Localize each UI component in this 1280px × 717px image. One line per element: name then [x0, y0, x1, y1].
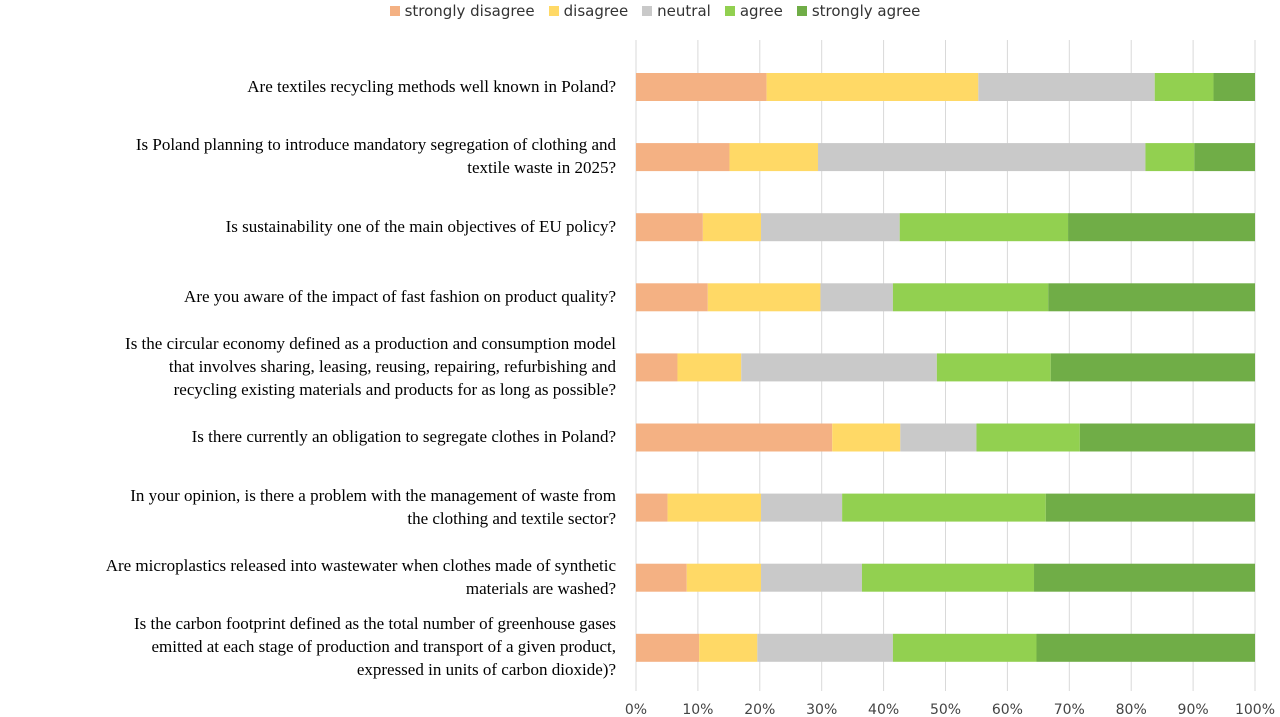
legend-item: agree — [724, 2, 783, 20]
category-label: Is the carbon footprint defined as the t… — [134, 614, 616, 680]
x-tick-label: 100% — [1235, 702, 1275, 717]
category-label: Are microplastics released into wastewat… — [105, 555, 616, 598]
bar-segment-strongly-agree — [1036, 633, 1255, 662]
legend-label: neutral — [657, 2, 711, 20]
bar-segment-strongly-disagree — [636, 143, 730, 172]
x-tick-label: 50% — [930, 702, 961, 717]
bar-segment-strongly-disagree — [636, 353, 678, 382]
category-label: Is there currently an obligation to segr… — [191, 427, 616, 446]
category-label: Is Poland planning to introduce mandator… — [135, 135, 616, 178]
legend-swatch — [642, 6, 653, 16]
x-tick-label: 70% — [1054, 702, 1085, 717]
bar-segment-strongly-disagree — [636, 493, 668, 522]
bar-segment-strongly-disagree — [636, 283, 708, 312]
bar-segment-strongly-agree — [1050, 353, 1255, 382]
bar-segment-neutral — [900, 423, 977, 452]
bar-segment-neutral — [978, 73, 1155, 101]
legend-label: strongly disagree — [404, 2, 535, 20]
x-tick-label: 30% — [806, 702, 837, 717]
legend-swatch — [724, 6, 735, 16]
bar-segment-strongly-agree — [1045, 493, 1255, 522]
legend-item: disagree — [548, 2, 629, 20]
bar-segment-neutral — [761, 213, 900, 242]
legend-item: neutral — [642, 2, 711, 20]
x-tick-label: 10% — [682, 702, 713, 717]
bar-segment-agree — [936, 353, 1051, 382]
legend-label: disagree — [563, 2, 629, 20]
legend-label: strongly agree — [811, 2, 921, 20]
bar-segment-strongly-disagree — [636, 423, 833, 452]
bar-segment-agree — [976, 423, 1080, 452]
bar-segment-agree — [1145, 143, 1195, 172]
x-tick-label: 0% — [625, 702, 647, 717]
bar-segment-strongly-disagree — [636, 633, 700, 662]
legend-swatch — [796, 6, 807, 16]
category-label: Is the circular economy defined as a pro… — [125, 333, 616, 399]
bar-segment-disagree — [677, 353, 742, 382]
bar-segment-strongly-disagree — [636, 73, 767, 101]
bar-segment-agree — [1154, 73, 1214, 101]
bar-segment-strongly-disagree — [636, 213, 703, 242]
x-tick-label: 60% — [992, 702, 1023, 717]
bar-segment-disagree — [667, 493, 762, 522]
bar-segment-neutral — [817, 143, 1146, 172]
bar-segment-neutral — [761, 493, 843, 522]
bar-segment-agree — [892, 283, 1049, 312]
bar-segment-neutral — [761, 563, 862, 592]
legend-swatch — [389, 6, 400, 16]
bar-segment-strongly-agree — [1194, 143, 1255, 172]
bar-segment-strongly-agree — [1048, 283, 1255, 312]
bar-segment-disagree — [699, 633, 758, 662]
category-label: Are textiles recycling methods well know… — [247, 76, 616, 96]
legend-item: strongly agree — [796, 2, 921, 20]
bar-segment-agree — [899, 213, 1069, 242]
bar-segment-disagree — [707, 283, 821, 312]
bar-segment-agree — [861, 563, 1035, 592]
category-label: Is sustainability one of the main object… — [225, 216, 616, 236]
category-label: In your opinion, is there a problem with… — [130, 485, 616, 528]
bar-segment-strongly-agree — [1068, 213, 1255, 242]
legend: strongly disagree disagree neutral agree str… — [0, 0, 1280, 22]
legend-label: agree — [739, 2, 783, 20]
legend-swatch — [548, 6, 559, 16]
x-tick-label: 80% — [1116, 702, 1147, 717]
bar-segment-strongly-agree — [1079, 423, 1255, 452]
bar-segment-neutral — [757, 633, 893, 662]
bar-segment-neutral — [820, 283, 893, 312]
legend-item: strongly disagree — [389, 2, 535, 20]
x-tick-label: 40% — [868, 702, 899, 717]
bar-segment-disagree — [729, 143, 818, 172]
bar-segment-neutral — [741, 353, 937, 382]
x-tick-label: 90% — [1178, 702, 1209, 717]
bar-segment-disagree — [686, 563, 762, 592]
category-label: Are you aware of the impact of fast fash… — [184, 286, 616, 306]
x-tick-label: 20% — [744, 702, 775, 717]
bar-segment-strongly-agree — [1034, 563, 1255, 592]
bar-segment-disagree — [832, 423, 901, 452]
bar-segment-agree — [892, 633, 1037, 662]
bar-segment-disagree — [766, 73, 979, 101]
bar-segment-agree — [842, 493, 1046, 522]
bar-segment-strongly-agree — [1213, 73, 1255, 101]
bar-segment-disagree — [702, 213, 762, 242]
bar-segment-strongly-disagree — [636, 563, 687, 592]
